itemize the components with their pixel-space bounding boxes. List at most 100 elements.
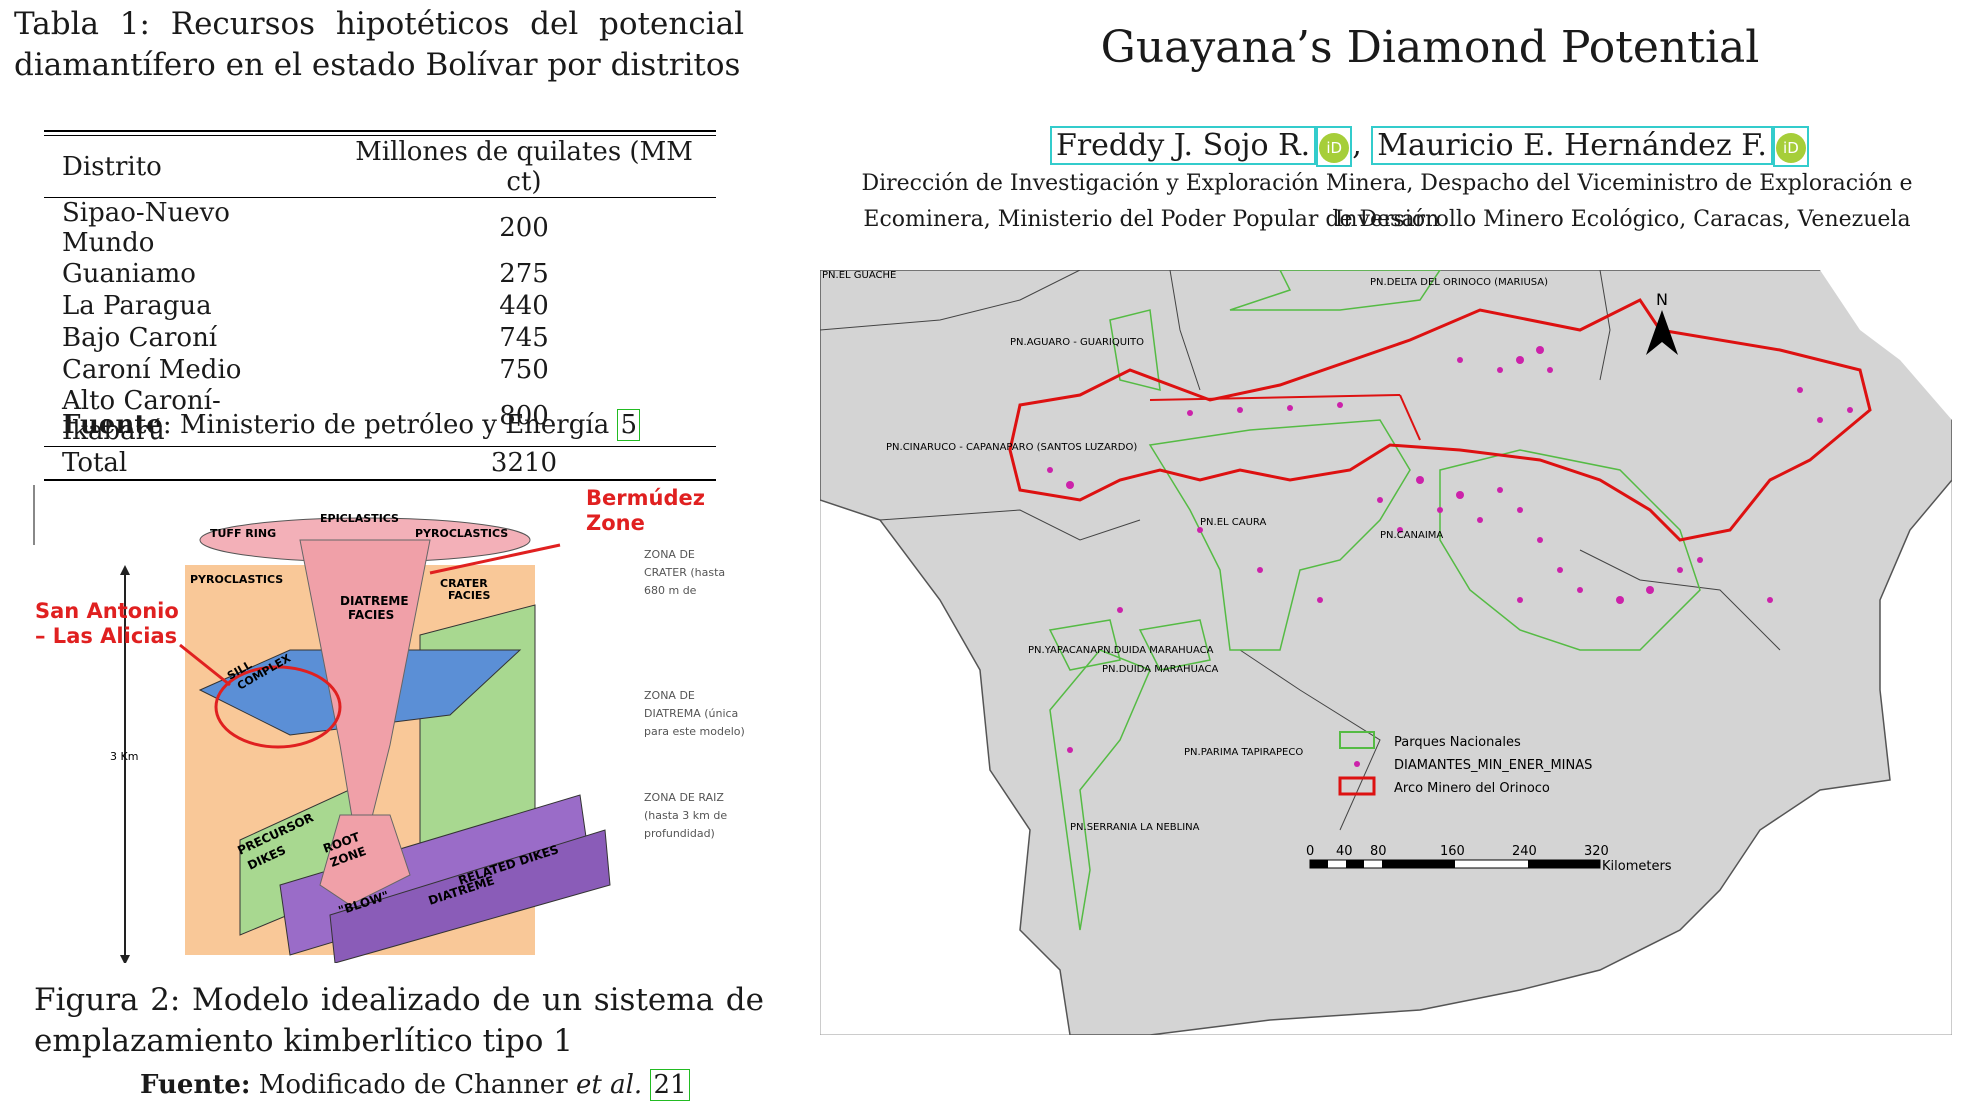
san-antonio-label-2: – Las Alicias <box>35 624 177 648</box>
park-label: PN.CANAIMA <box>1380 530 1443 541</box>
diamond-point <box>1537 537 1543 543</box>
scale-bar-segment <box>1528 860 1600 868</box>
arco-minero-inner <box>1399 394 1421 441</box>
diamond-point <box>1516 356 1524 364</box>
legend-parks-label: Parques Nacionales <box>1394 735 1521 750</box>
value-cell: 440 <box>499 291 549 321</box>
bermudez-label-2: Zone <box>586 511 645 535</box>
diamond-point <box>1047 467 1053 473</box>
table-top-rule <box>44 130 716 132</box>
park-canaima <box>1439 449 1701 651</box>
diamond-point <box>1187 410 1193 416</box>
related-dikes-2 <box>329 829 611 963</box>
table-source-text: : Ministerio de petróleo y Energía <box>162 410 618 440</box>
diamond-point <box>1797 387 1803 393</box>
park-label: PN.DUIDA MARAHUACA <box>1102 664 1219 675</box>
zone-diatreme-2: DIATREMA (única <box>644 707 738 720</box>
label-depth: 3 Km <box>110 750 138 763</box>
zone-diatreme-3: para este modelo) <box>644 725 745 738</box>
diamond-point <box>1536 346 1544 354</box>
state-border <box>1599 270 1611 381</box>
scale-unit: Kilometers <box>1602 859 1672 874</box>
column-header-distrito: Distrito <box>62 152 162 182</box>
diamond-point <box>1066 481 1074 489</box>
label-pyroclastics-top: PYROCLASTICS <box>415 527 508 540</box>
green-wall-right <box>419 604 536 846</box>
diamond-point <box>1847 407 1853 413</box>
san-antonio-label-1: San Antonio <box>35 599 179 623</box>
north-arrow-icon <box>1646 310 1678 355</box>
state-border <box>820 270 1081 331</box>
state-border <box>1239 649 1381 831</box>
diamond-point <box>1646 586 1654 594</box>
zone-crater-2: CRATER (hasta <box>644 566 725 579</box>
figure-source: Fuente: Modificado de Channer et al. 21 <box>140 1069 690 1101</box>
park-label: PN.AGUARO - GUARIQUITO <box>1010 337 1144 348</box>
park-aguaro-guariquito <box>1109 309 1161 391</box>
orcid-1-link[interactable]: iD <box>1316 126 1353 167</box>
park-yapacana <box>1048 619 1121 671</box>
value-cell: 750 <box>499 355 549 385</box>
park-delta-orinoco <box>1229 270 1441 311</box>
scale-tick: 160 <box>1440 844 1465 859</box>
land-mass <box>820 270 1952 1035</box>
arco-minero-inner <box>1149 394 1401 401</box>
author-2-link[interactable]: Mauricio E. Hernández F. <box>1371 125 1773 165</box>
diamond-point <box>1456 491 1464 499</box>
park-label: PN.EL GUACHE <box>822 270 896 281</box>
table-row: La Paragua 440 <box>44 290 716 322</box>
label-diatreme-1: DIATREME <box>340 594 409 608</box>
label-pyroclastics-left: PYROCLASTICS <box>190 573 283 586</box>
diamond-point <box>1547 367 1553 373</box>
diatreme-pipe <box>299 539 431 866</box>
label-diatreme-2: FACIES <box>348 608 394 622</box>
citation-link-21[interactable]: 21 <box>650 1069 690 1101</box>
label-tuff-ring: TUFF RING <box>210 527 276 540</box>
diamond-point <box>1237 407 1243 413</box>
park-label: PN.DELTA DEL ORINOCO (MARIUSA) <box>1370 277 1548 288</box>
value-cell: 200 <box>499 213 549 243</box>
figure-source-etal: et al. <box>575 1070 643 1100</box>
diamond-point <box>1577 587 1583 593</box>
figure-source-label: Fuente: <box>140 1070 251 1100</box>
park-label: PN.EL CAURA <box>1200 517 1266 528</box>
diamond-point <box>1377 497 1383 503</box>
table-row: Caroní Medio 750 <box>44 354 716 386</box>
table-source: Fuente: Ministerio de petróleo y Energía… <box>62 409 641 441</box>
zone-root-1: ZONA DE RAIZ <box>644 791 724 804</box>
bermudez-arrow <box>429 543 561 575</box>
depth-arrow-top <box>120 565 130 575</box>
guayana-diamond-map: N PN.EL GUACHE PN.DELTA DEL ORINOCO (MAR… <box>820 270 1952 1035</box>
orcid-2-link[interactable]: iD <box>1772 126 1809 167</box>
diamond-point <box>1287 405 1293 411</box>
author-1-link[interactable]: Freddy J. Sojo R. <box>1050 125 1317 165</box>
column-header-quilates: Millones de quilates (MM ct) <box>355 137 693 197</box>
diamond-point <box>1397 527 1403 533</box>
district-cell: Sipao-Nuevo Mundo <box>62 198 230 258</box>
table-row: Alto Caroní-Ikabarú 800 <box>44 386 716 447</box>
root-zone <box>319 814 411 906</box>
park-duida-marahuaca <box>1138 619 1211 671</box>
value-cell: 800 <box>499 401 549 431</box>
arco-minero-boundary <box>1008 298 1872 542</box>
table-top-rule-2 <box>44 135 716 136</box>
diamond-point <box>1517 597 1523 603</box>
table-total-row: Total 3210 <box>44 446 716 480</box>
diamond-point <box>1817 417 1823 423</box>
label-crater-2: FACIES <box>448 589 490 602</box>
orcid-icon: iD <box>1775 133 1806 163</box>
legend-arco-label: Arco Minero del Orinoco <box>1394 781 1550 796</box>
park-el-caura <box>1148 419 1411 651</box>
district-cell: Alto Caroní-Ikabarú <box>62 386 221 446</box>
total-value: 3210 <box>490 448 558 478</box>
park-label: PN.PARIMA TAPIRAPECO <box>1184 747 1303 758</box>
diamond-point <box>1197 527 1203 533</box>
diamond-point <box>1416 476 1424 484</box>
author-line: Freddy J. Sojo R. iD, Mauricio E. Hernánd… <box>1050 125 1809 167</box>
citation-link-5[interactable]: 5 <box>617 409 641 441</box>
diamond-point <box>1067 747 1073 753</box>
zone-crater-1: ZONA DE <box>644 548 695 561</box>
diamond-point <box>1437 507 1443 513</box>
legend-parks-swatch <box>1339 731 1375 749</box>
scale-tick: 320 <box>1584 844 1609 859</box>
